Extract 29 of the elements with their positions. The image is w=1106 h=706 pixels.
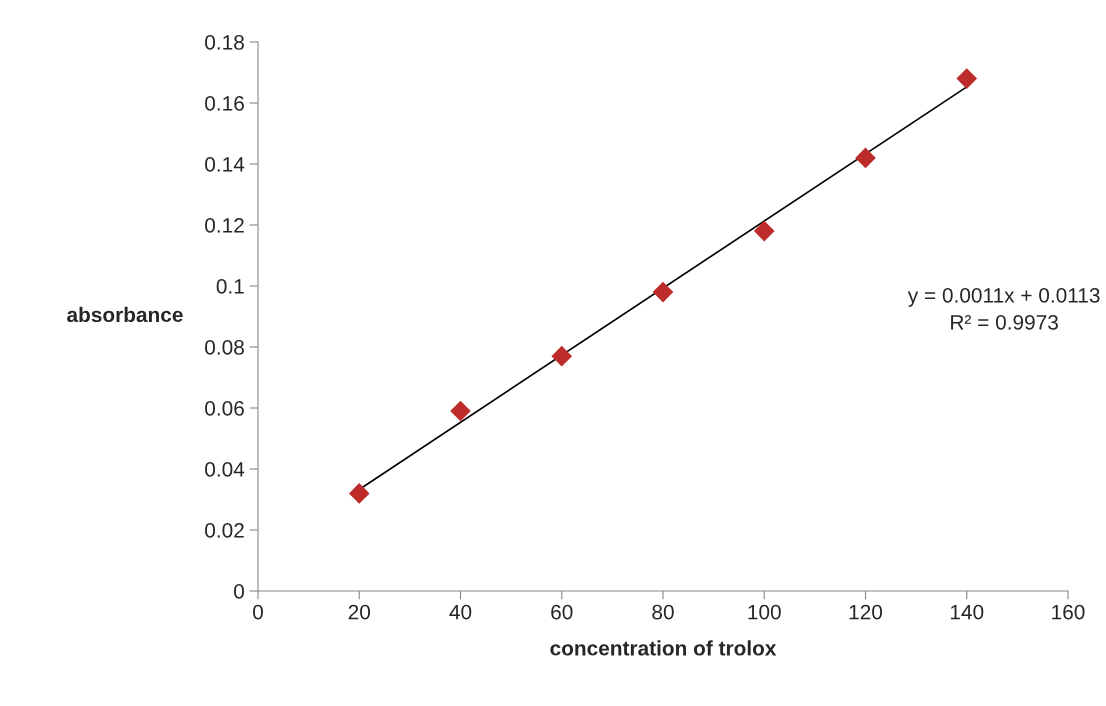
point bbox=[551, 345, 573, 367]
y-tick-label: 0.14 bbox=[205, 157, 245, 172]
point bbox=[753, 220, 775, 242]
x-tick-label: 100 bbox=[748, 604, 781, 620]
y-tick-label: 0.1 bbox=[216, 279, 244, 294]
point bbox=[348, 483, 370, 504]
y-tick-label: 0.06 bbox=[205, 401, 244, 416]
annotation: y = 0.0011x + 0.0113 R² = 0.9973 bbox=[907, 288, 1100, 330]
y-axis-title: absorbance bbox=[67, 306, 183, 323]
y-tick-label: 0.02 bbox=[205, 523, 244, 538]
point bbox=[652, 281, 674, 303]
x-tick-label: 140 bbox=[950, 604, 984, 620]
x-axis-title: concentration of trolox bbox=[550, 640, 777, 656]
y-tick-label: 0 bbox=[234, 584, 244, 599]
y-tick-label: 0.04 bbox=[205, 462, 245, 477]
x-tick-label: 40 bbox=[449, 604, 472, 620]
point bbox=[855, 147, 876, 169]
x-tick-label: 20 bbox=[348, 604, 371, 620]
x-tick-label: 120 bbox=[849, 604, 883, 620]
y-tick-label: 0.08 bbox=[205, 340, 244, 355]
point bbox=[956, 68, 978, 89]
x-tick-label: 80 bbox=[652, 604, 674, 620]
point bbox=[450, 400, 471, 422]
x-tick-label: 0 bbox=[253, 604, 263, 620]
x-tick-label: 160 bbox=[1052, 604, 1085, 620]
y-tick-label: 0.16 bbox=[205, 96, 244, 111]
y-tick-label: 0.12 bbox=[205, 218, 244, 233]
y-tick-label: 0.18 bbox=[205, 35, 244, 50]
x-tick-label: 60 bbox=[551, 604, 573, 620]
